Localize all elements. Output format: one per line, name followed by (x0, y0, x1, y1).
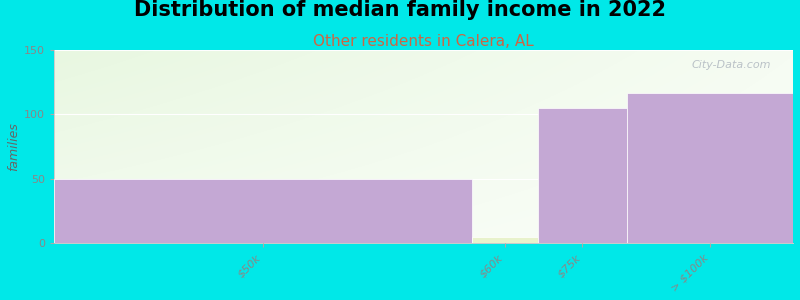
Title: Other residents in Calera, AL: Other residents in Calera, AL (314, 34, 534, 49)
Bar (472, 237, 538, 243)
Bar (54, 179, 472, 243)
Text: Distribution of median family income in 2022: Distribution of median family income in … (134, 0, 666, 20)
Y-axis label: families: families (7, 122, 20, 171)
Text: City-Data.com: City-Data.com (691, 60, 771, 70)
Bar (626, 92, 793, 243)
Bar (538, 108, 626, 243)
